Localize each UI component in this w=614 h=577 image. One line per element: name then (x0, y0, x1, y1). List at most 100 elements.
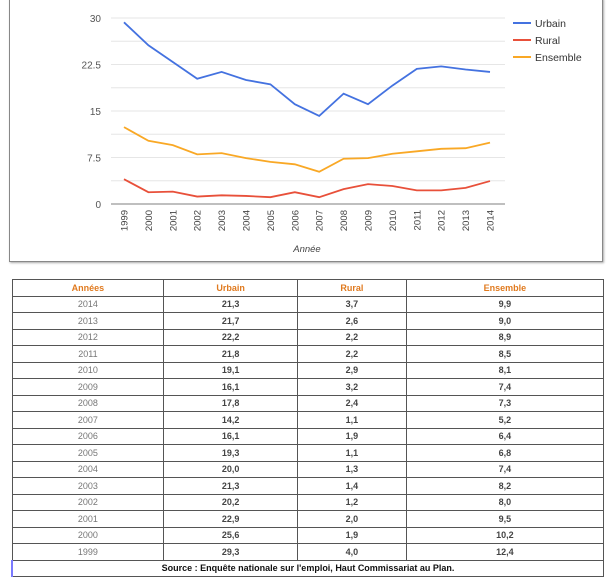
table-cell: 9,0 (405, 312, 605, 330)
x-tick-label: 2005 (266, 210, 277, 231)
table-cell: 8,5 (405, 345, 605, 363)
legend-label: Rural (535, 35, 560, 47)
table-cell: 1999 (11, 543, 165, 561)
table-cell: 2,9 (297, 361, 407, 379)
table-cell: 2008 (11, 394, 165, 412)
y-tick-label: 0 (95, 200, 101, 211)
table-cell: 2009 (11, 378, 165, 396)
table-cell: 9,5 (405, 510, 605, 528)
table-cell: 1,2 (297, 493, 407, 511)
column-header: Ensemble (405, 279, 605, 297)
table-row: 2003 21,3 1,4 8,2 (11, 477, 605, 495)
table-cell: 2003 (11, 477, 165, 495)
column-header: Années (11, 279, 165, 297)
table-row: 2001 22,9 2,0 9,5 (11, 510, 605, 528)
table-cell: 16,1 (163, 378, 298, 396)
table-cell: 16,1 (163, 427, 298, 445)
y-tick-label: 22.5 (82, 61, 102, 72)
source-note: Source : Enquête nationale sur l'emploi,… (11, 559, 604, 577)
table-row: 2009 16,1 3,2 7,4 (11, 378, 605, 396)
table-cell: 19,3 (163, 444, 298, 462)
table-cell: 1,1 (297, 444, 407, 462)
x-tick-label: 2008 (339, 210, 350, 231)
table-cell: 3,7 (297, 295, 407, 313)
table-row: 2007 14,2 1,1 5,2 (11, 411, 605, 429)
table-cell: 10,2 (405, 526, 605, 544)
y-tick-label: 7.5 (87, 154, 101, 165)
x-tick-label: 2011 (412, 210, 423, 230)
table-cell: 6,8 (405, 444, 605, 462)
table-cell: 21,7 (163, 312, 298, 330)
table-cell: 2,2 (297, 345, 407, 363)
table-cell: 21,8 (163, 345, 298, 363)
column-header: Urbain (163, 279, 298, 297)
table-row: 2014 21,3 3,7 9,9 (11, 295, 605, 313)
chart-panel (9, 0, 603, 262)
y-tick-label: 15 (90, 107, 102, 118)
table-cell: 1,9 (297, 427, 407, 445)
x-tick-label: 2004 (242, 210, 253, 231)
table-cell: 2010 (11, 361, 165, 379)
table-cell: 21,3 (163, 295, 298, 313)
table-row: 2000 25,6 1,9 10,2 (11, 526, 605, 544)
table-row: 2006 16,1 1,9 6,4 (11, 427, 605, 445)
table-cell: 9,9 (405, 295, 605, 313)
table-cell: 6,4 (405, 427, 605, 445)
x-tick-label: 2002 (193, 210, 204, 231)
table-row: 2004 20,0 1,3 7,4 (11, 460, 605, 478)
table-row: 2005 19,3 1,1 6,8 (11, 444, 605, 462)
table-row: 2012 22,2 2,2 8,9 (11, 328, 605, 346)
series-line-urbain (123, 21, 491, 118)
table-cell: 2002 (11, 493, 165, 511)
table-row: 2011 21,8 2,2 8,5 (11, 345, 605, 363)
table-cell: 2007 (11, 411, 165, 429)
table-row: 2002 20,2 1,2 8,0 (11, 493, 605, 511)
table-cell: 2004 (11, 460, 165, 478)
table-row: 2013 21,7 2,6 9,0 (11, 312, 605, 330)
table-cell: 4,0 (297, 543, 407, 561)
table-cell: 12,4 (405, 543, 605, 561)
table-row: 2008 17,8 2,4 7,3 (11, 394, 605, 412)
table-cell: 2014 (11, 295, 165, 313)
x-tick-label: 2001 (168, 210, 179, 231)
data-table: Années Urbain Rural Ensemble 2014 21,3 3,7 9,9… (11, 279, 605, 577)
table-cell: 3,2 (297, 378, 407, 396)
table-cell: 29,3 (163, 543, 298, 561)
table-cell: 5,2 (405, 411, 605, 429)
table-cell: 2001 (11, 510, 165, 528)
table-cell: 2013 (11, 312, 165, 330)
column-header: Rural (297, 279, 407, 297)
x-axis-label: Année (292, 244, 320, 255)
table-cell: 7,3 (405, 394, 605, 412)
table-cell: 21,3 (163, 477, 298, 495)
table-cell: 2,4 (297, 394, 407, 412)
table-cell: 2000 (11, 526, 165, 544)
table-cell: 22,9 (163, 510, 298, 528)
table-cell: 1,4 (297, 477, 407, 495)
table-cell: 1,3 (297, 460, 407, 478)
x-tick-label: 2000 (144, 210, 155, 231)
x-tick-label: 2006 (290, 210, 301, 231)
line-chart: 0 7.5 15 22.5 30 1999 2000 2001 2002 2003 2004 2005… (82, 14, 582, 255)
legend-label: Ensemble (535, 52, 582, 64)
table-cell: 20,0 (163, 460, 298, 478)
table-cell: 20,2 (163, 493, 298, 511)
table-cell: 14,2 (163, 411, 298, 429)
table-cell: 2006 (11, 427, 165, 445)
table-cell: 8,0 (405, 493, 605, 511)
table-cell: 2011 (11, 345, 165, 363)
table-cell: 19,1 (163, 361, 298, 379)
table-cell: 25,6 (163, 526, 298, 544)
table-row: 1999 29,3 4,0 12,4 (11, 543, 605, 561)
table-cell: 7,4 (405, 378, 605, 396)
x-tick-label: 2013 (461, 210, 472, 231)
table-cell: 8,9 (405, 328, 605, 346)
x-tick-label: 2014 (486, 210, 497, 231)
x-tick-label: 2012 (437, 210, 448, 231)
x-tick-label: 2003 (217, 210, 228, 231)
table-cell: 7,4 (405, 460, 605, 478)
source-row: Source : Enquête nationale sur l'emploi,… (11, 559, 604, 577)
table-cell: 1,9 (297, 526, 407, 544)
table-cell: 8,2 (405, 477, 605, 495)
series-line-rural (123, 178, 491, 199)
